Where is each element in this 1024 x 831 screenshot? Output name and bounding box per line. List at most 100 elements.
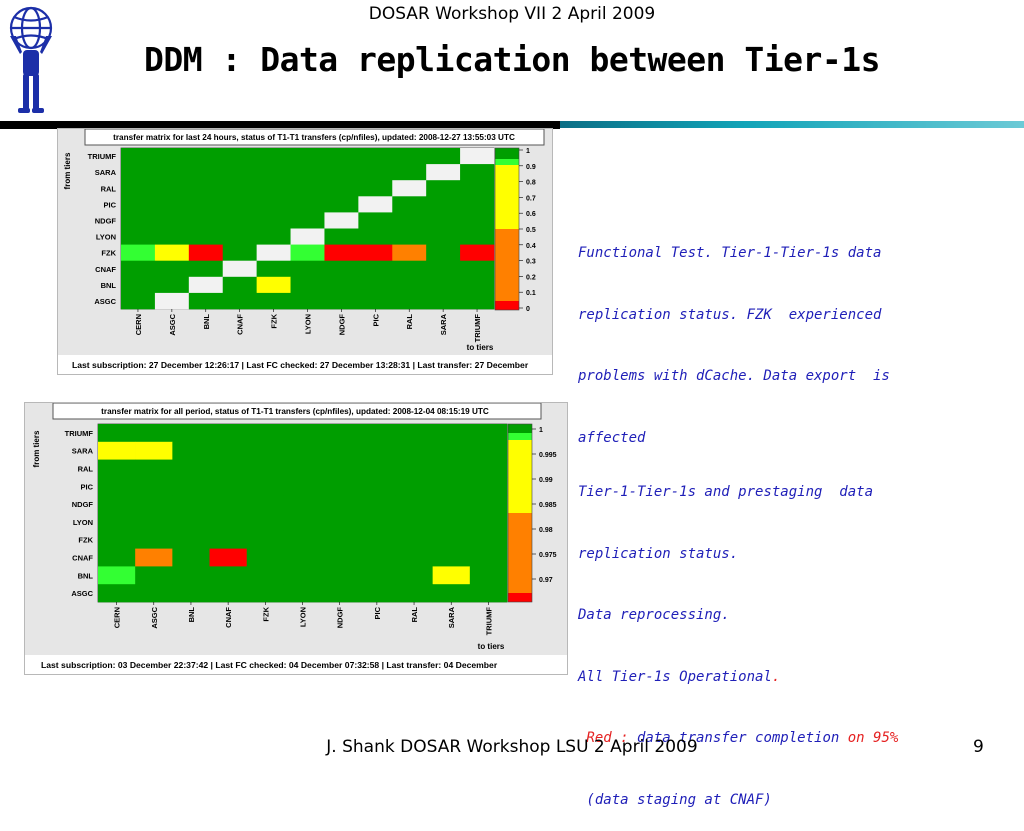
from-tiers-label: from tiers: [32, 430, 41, 467]
matrix-cell: [392, 180, 427, 197]
matrix-cell: [246, 566, 285, 585]
matrix-cell: [460, 180, 495, 197]
matrix-cell: [209, 477, 248, 496]
matrix-cell: [188, 292, 224, 310]
scale-tick-label: 0.995: [539, 452, 557, 459]
matrix-cell: [98, 566, 136, 585]
matrix-cell: [392, 260, 427, 278]
matrix-cell: [395, 584, 433, 603]
matrix-cell: [395, 459, 433, 478]
matrix-cell: [209, 548, 248, 567]
note-text: All Tier-1s Operational: [578, 668, 772, 685]
matrix-cell: [135, 530, 173, 549]
matrix-cell: [395, 548, 433, 567]
matrix-cell: [188, 196, 224, 213]
matrix-cell: [358, 495, 396, 514]
matrix-cell: [188, 148, 224, 165]
matrix-cell: [290, 244, 325, 261]
col-label: FZK: [270, 313, 279, 328]
matrix-cell: [321, 459, 359, 478]
matrix-cell: [392, 164, 427, 181]
note-line: problems with dCache. Data export is: [578, 368, 890, 384]
matrix-cell: [358, 292, 393, 310]
matrix-cell: [395, 530, 433, 549]
matrix-cell: [321, 566, 359, 585]
note-highlight: .: [771, 668, 781, 685]
matrix-cell: [321, 495, 359, 514]
page-number: 9: [973, 737, 984, 757]
matrix-cell: [209, 441, 248, 460]
scale-tick-label: 0.99: [539, 477, 553, 484]
scale-tick-label: 1: [526, 148, 530, 155]
matrix-cell: [283, 424, 322, 443]
matrix-cell: [98, 548, 136, 567]
matrix-cell: [324, 148, 359, 165]
col-label: BNL: [202, 314, 211, 330]
matrix-cell: [283, 584, 322, 603]
matrix-cell: [392, 276, 427, 294]
col-label: ASGC: [168, 313, 177, 335]
matrix-cell: [256, 164, 291, 181]
matrix-cell: [460, 212, 495, 229]
matrix-cell: [460, 260, 495, 278]
matrix-cell: [283, 513, 322, 532]
matrix-cell: [209, 584, 248, 603]
matrix-cell: [392, 244, 427, 261]
col-label: SARA: [439, 313, 448, 335]
matrix-cell: [256, 228, 291, 245]
matrix-cell: [222, 244, 257, 261]
scale-frame: [507, 423, 533, 603]
matrix-cell: [222, 228, 257, 245]
title-rule-dark: [0, 121, 560, 129]
matrix-cell: [426, 292, 461, 310]
matrix-cell: [121, 212, 156, 229]
matrix-cell: [283, 548, 322, 567]
note-line: Red : data transfer completion on 95%: [578, 728, 898, 749]
row-label: SARA: [95, 168, 117, 177]
matrix-cell: [324, 212, 359, 229]
row-label: BNL: [78, 571, 94, 580]
col-label: BNL: [187, 607, 196, 623]
matrix-cell: [469, 530, 508, 549]
note-line: affected: [578, 429, 646, 446]
matrix-cell: [188, 260, 224, 278]
matrix-cell: [469, 459, 508, 478]
note-prestaging: Tier-1-Tier-1s and prestaging data repli…: [578, 441, 898, 831]
matrix-cell: [222, 148, 257, 165]
matrix-cell: [321, 530, 359, 549]
matrix-cell: [222, 212, 257, 229]
matrix-cell: [321, 424, 359, 443]
matrix-cell: [135, 459, 173, 478]
matrix-cell: [154, 164, 190, 181]
matrix-cell: [222, 196, 257, 213]
matrix-cell: [432, 459, 471, 478]
scale-band: [508, 433, 532, 440]
matrix-cell: [209, 530, 248, 549]
row-label: RAL: [101, 184, 117, 193]
scale-tick-label: 0.8: [526, 180, 536, 187]
slide-title: DDM : Data replication between Tier-1s: [144, 40, 880, 79]
col-label: CERN: [134, 314, 143, 335]
matrix-cell: [432, 477, 471, 496]
matrix-cell: [172, 548, 210, 567]
row-label: BNL: [101, 281, 117, 290]
matrix-cell: [395, 424, 433, 443]
matrix-cell: [121, 244, 156, 261]
matrix-cell: [358, 584, 396, 603]
scale-band: [495, 159, 519, 165]
col-label: RAL: [410, 607, 419, 623]
scale-tick-label: 0.9: [526, 164, 536, 171]
col-label: ASGC: [150, 606, 159, 628]
slide-footer: J. Shank DOSAR Workshop LSU 2 April 2009: [326, 737, 698, 757]
from-tiers-label: from tiers: [63, 152, 72, 189]
scale-band: [508, 593, 532, 602]
matrix-cell: [432, 530, 471, 549]
matrix-cell: [256, 292, 291, 310]
row-label: ASGC: [71, 589, 93, 598]
matrix-cell: [358, 441, 396, 460]
matrix-cell: [209, 495, 248, 514]
matrix-cell: [135, 477, 173, 496]
matrix-cell: [222, 164, 257, 181]
matrix-cell: [98, 530, 136, 549]
matrix-footer: Last subscription: 27 December 12:26:17 …: [72, 360, 529, 370]
